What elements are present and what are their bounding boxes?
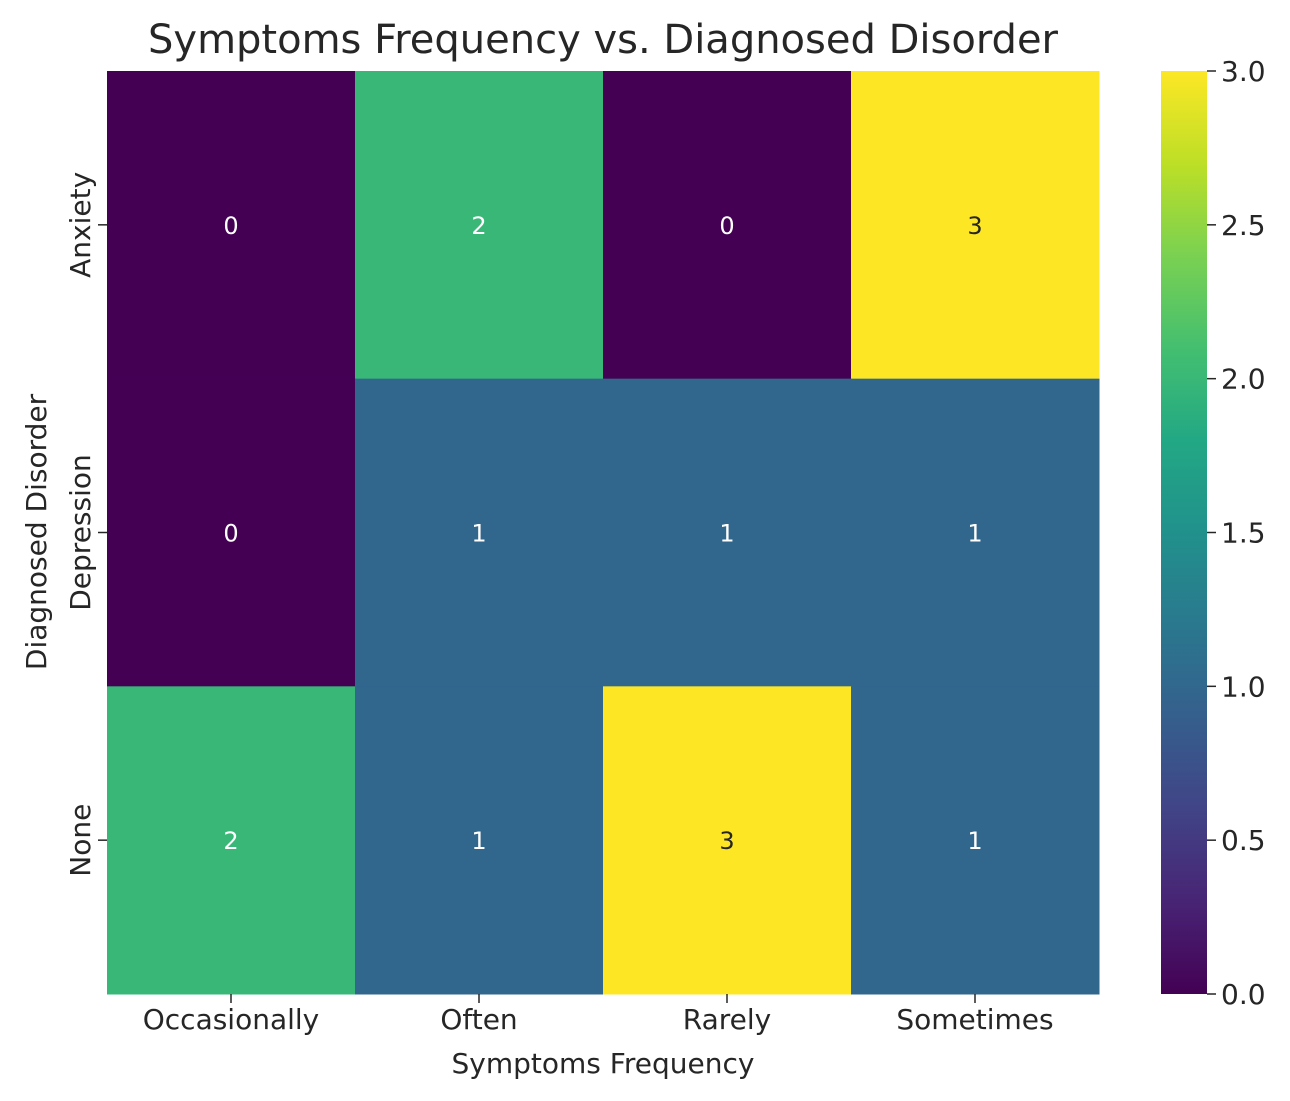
y-tick-label: Anxiety: [64, 172, 97, 278]
heatmap-cell: [851, 71, 1100, 380]
heatmap-cell: [603, 71, 852, 380]
heatmap-cell: [851, 686, 1100, 995]
colorbar-tick-label: 0.0: [1221, 978, 1266, 1011]
colorbar-gradient: [1161, 71, 1207, 994]
cell-value-label: 3: [719, 827, 734, 855]
colorbar: 0.0 0.5 1.0 1.5 2.0 2.5 3.0: [1161, 55, 1266, 1011]
heatmap-cells: 0 2 0 3 0 1 1 1 2 1 3 1: [107, 71, 1100, 995]
chart-title: Symptoms Frequency vs. Diagnosed Disorde…: [148, 17, 1059, 63]
x-axis-label: Symptoms Frequency: [452, 1047, 755, 1080]
cell-value-label: 1: [967, 827, 982, 855]
colorbar-tick-label: 1.0: [1221, 670, 1266, 703]
colorbar-ticks: 0.0 0.5 1.0 1.5 2.0 2.5 3.0: [1207, 55, 1266, 1011]
cell-value-label: 0: [223, 520, 238, 548]
heatmap-cell: [107, 378, 356, 687]
y-tick-label: None: [64, 804, 97, 877]
cell-value-label: 1: [471, 520, 486, 548]
heatmap-cell: [851, 378, 1100, 687]
heatmap-cell: [107, 71, 356, 380]
x-axis: Occasionally Often Rarely Sometimes: [143, 994, 1054, 1036]
colorbar-tick-label: 3.0: [1221, 55, 1266, 88]
cell-value-label: 2: [223, 827, 238, 855]
x-tick-label: Rarely: [683, 1003, 771, 1036]
colorbar-tick-label: 0.5: [1221, 824, 1266, 857]
cell-value-label: 1: [471, 827, 486, 855]
y-axis: Anxiety Depression None: [64, 172, 107, 877]
heatmap-cell: [355, 378, 604, 687]
heatmap-cell: [603, 686, 852, 995]
cell-value-label: 3: [967, 212, 982, 240]
x-tick-label: Sometimes: [896, 1003, 1053, 1036]
cell-value-label: 1: [719, 520, 734, 548]
heatmap-cell: [355, 71, 604, 380]
heatmap-cell: [107, 686, 356, 995]
x-tick-label: Occasionally: [143, 1003, 320, 1036]
cell-value-label: 2: [471, 212, 486, 240]
y-tick-label: Depression: [64, 454, 97, 611]
colorbar-tick-label: 2.0: [1221, 363, 1266, 396]
colorbar-tick-label: 2.5: [1221, 209, 1266, 242]
heatmap-cell: [603, 378, 852, 687]
colorbar-tick-label: 1.5: [1221, 517, 1266, 550]
cell-value-label: 0: [223, 212, 238, 240]
x-tick-label: Often: [440, 1003, 517, 1036]
cell-value-label: 1: [967, 520, 982, 548]
heatmap-cell: [355, 686, 604, 995]
y-axis-label: Diagnosed Disorder: [20, 393, 53, 670]
cell-value-label: 0: [719, 212, 734, 240]
